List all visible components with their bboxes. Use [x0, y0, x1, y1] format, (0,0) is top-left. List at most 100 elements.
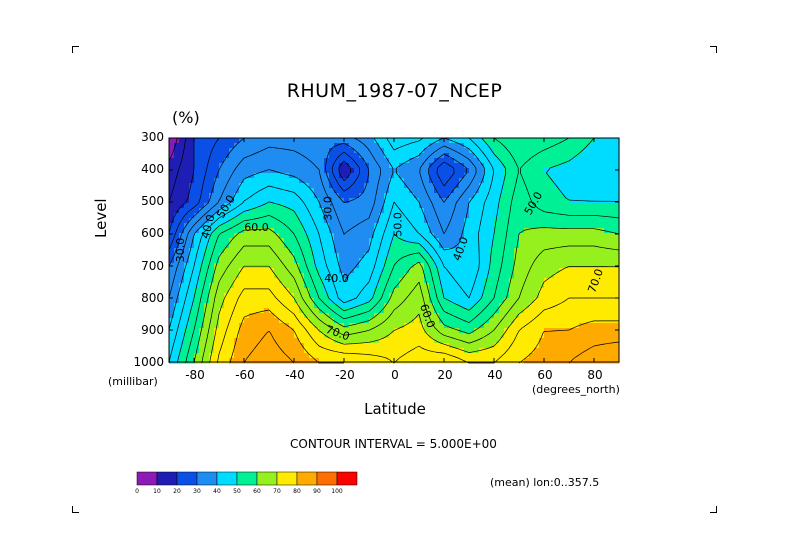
- field-cell: [274, 258, 280, 264]
- field-cell: [559, 318, 565, 324]
- field-cell: [359, 148, 365, 154]
- colorbar-swatch: [336, 471, 358, 486]
- field-cell: [489, 303, 495, 309]
- field-cell: [289, 198, 295, 204]
- field-cell: [529, 138, 535, 144]
- field-cell: [184, 243, 190, 249]
- field-cell: [259, 253, 265, 259]
- field-cell: [419, 328, 425, 334]
- field-cell: [559, 228, 565, 234]
- field-cell: [314, 338, 320, 344]
- field-cell: [379, 168, 385, 174]
- field-cell: [309, 298, 315, 304]
- field-cell: [179, 288, 185, 294]
- field-cell: [579, 173, 585, 179]
- field-cell: [429, 303, 435, 309]
- field-cell: [534, 338, 540, 344]
- field-cell: [229, 288, 235, 294]
- field-cell: [319, 193, 325, 199]
- field-cell: [414, 288, 420, 294]
- field-cell: [184, 348, 190, 354]
- field-cell: [279, 218, 285, 224]
- field-cell: [449, 308, 455, 314]
- field-cell: [589, 228, 595, 234]
- field-cell: [234, 288, 240, 294]
- field-cell: [534, 193, 540, 199]
- field-cell: [409, 293, 415, 299]
- field-cell: [409, 313, 415, 319]
- field-cell: [244, 258, 250, 264]
- field-cell: [259, 268, 265, 274]
- field-cell: [344, 243, 350, 249]
- field-cell: [364, 303, 370, 309]
- field-cell: [329, 143, 335, 149]
- field-cell: [419, 168, 425, 174]
- field-cell: [594, 188, 600, 194]
- field-cell: [489, 353, 495, 359]
- field-cell: [469, 268, 475, 274]
- field-cell: [299, 278, 305, 284]
- field-cell: [204, 158, 210, 164]
- field-cell: [454, 283, 460, 289]
- field-cell: [219, 348, 225, 354]
- field-cell: [279, 313, 285, 319]
- field-cell: [304, 313, 310, 319]
- field-cell: [434, 173, 440, 179]
- field-cell: [259, 248, 265, 254]
- field-cell: [374, 268, 380, 274]
- field-cell: [529, 298, 535, 304]
- field-cell: [354, 278, 360, 284]
- field-cell: [544, 173, 550, 179]
- field-cell: [364, 148, 370, 154]
- field-cell: [404, 173, 410, 179]
- field-cell: [514, 158, 520, 164]
- field-cell: [494, 198, 500, 204]
- field-cell: [179, 273, 185, 279]
- field-cell: [489, 188, 495, 194]
- field-cell: [564, 203, 570, 209]
- field-cell: [554, 298, 560, 304]
- field-cell: [299, 288, 305, 294]
- field-cell: [284, 288, 290, 294]
- field-cell: [424, 168, 430, 174]
- field-cell: [499, 233, 505, 239]
- field-cell: [524, 233, 530, 239]
- field-cell: [579, 348, 585, 354]
- field-cell: [249, 248, 255, 254]
- field-cell: [409, 303, 415, 309]
- field-cell: [344, 173, 350, 179]
- field-cell: [299, 358, 305, 364]
- field-cell: [489, 328, 495, 334]
- field-cell: [434, 278, 440, 284]
- field-cell: [459, 158, 465, 164]
- field-cell: [599, 358, 605, 364]
- field-cell: [544, 293, 550, 299]
- field-cell: [509, 303, 515, 309]
- field-cell: [169, 213, 175, 219]
- field-cell: [589, 223, 595, 229]
- field-cell: [224, 288, 230, 294]
- field-cell: [289, 193, 295, 199]
- field-cell: [504, 218, 510, 224]
- field-cell: [614, 328, 620, 334]
- contour-lines: [168, 137, 620, 364]
- field-cell: [529, 158, 535, 164]
- field-cell: [569, 248, 575, 254]
- field-cell: [304, 193, 310, 199]
- field-cell: [194, 303, 200, 309]
- field-cell: [264, 293, 270, 299]
- field-cell: [604, 353, 610, 359]
- field-cell: [479, 238, 485, 244]
- field-cell: [509, 218, 515, 224]
- field-cell: [499, 198, 505, 204]
- field-cell: [189, 143, 195, 149]
- field-cell: [179, 173, 185, 179]
- field-cell: [414, 138, 420, 144]
- field-cell: [484, 353, 490, 359]
- field-cell: [594, 338, 600, 344]
- field-cell: [419, 238, 425, 244]
- field-cell: [389, 188, 395, 194]
- field-cell: [559, 208, 565, 214]
- field-cell: [519, 248, 525, 254]
- field-cell: [419, 213, 425, 219]
